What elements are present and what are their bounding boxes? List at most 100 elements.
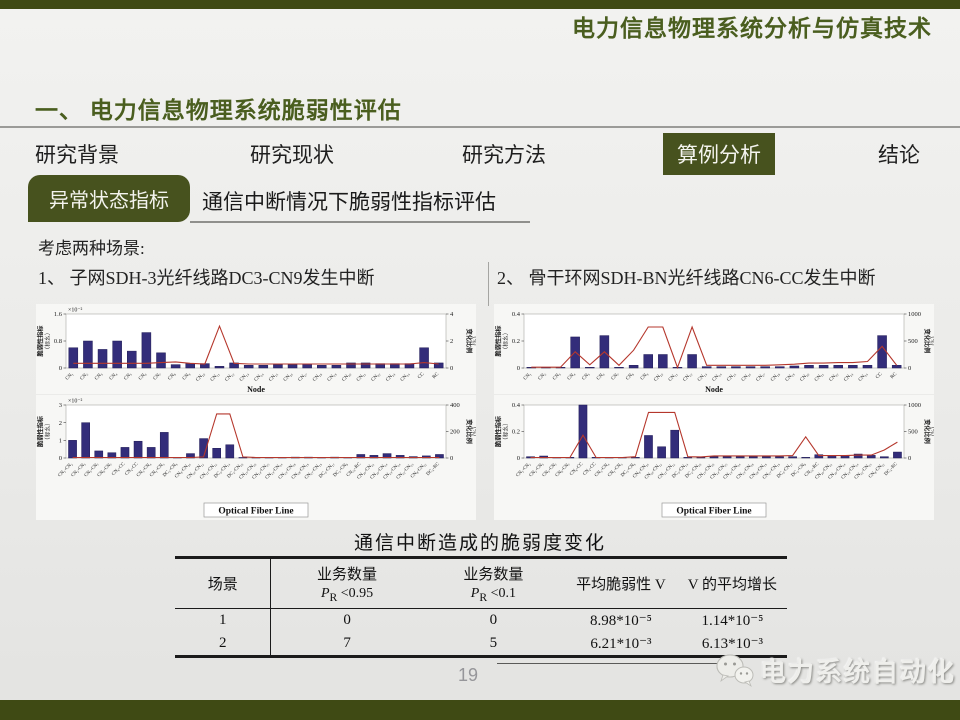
svg-text:2: 2	[59, 420, 62, 427]
chart-scenario1-node: 0 0.8 1.6 0 2 4 ×10⁻² CN₁ CN₂ CN₃ CN₄ CN₅ CN₆ CN₇ CN₈ C…	[36, 304, 476, 394]
svg-text:CN₂₀: CN₂₀	[341, 372, 352, 383]
svg-text:CN₁₆: CN₁₆	[283, 372, 294, 383]
svg-text:CC: CC	[417, 371, 426, 380]
svg-text:4: 4	[450, 311, 454, 318]
svg-text:CN₂₂: CN₂₂	[829, 372, 840, 383]
table-row: 1 0 0 8.98*10⁻⁵ 1.14*10⁻⁵	[175, 608, 787, 632]
svg-text:500: 500	[908, 338, 918, 345]
svg-text:0.4: 0.4	[512, 402, 521, 409]
tab-research-method[interactable]: 研究方法	[462, 143, 546, 167]
svg-text:（标幺）: （标幺）	[44, 420, 52, 443]
svg-text:CN₁₂: CN₁₂	[225, 372, 236, 383]
svg-text:×10⁻²: ×10⁻²	[68, 399, 83, 405]
svg-text:1000: 1000	[908, 402, 921, 409]
svg-text:0.4: 0.4	[512, 311, 521, 318]
svg-text:RC: RC	[890, 371, 899, 380]
svg-text:CN₁₅: CN₁₅	[268, 372, 279, 383]
footer-line	[497, 663, 717, 664]
svg-text:3: 3	[59, 402, 62, 409]
svg-text:（标幺）: （标幺）	[502, 420, 510, 443]
svg-text:CN₉: CN₉	[182, 372, 192, 382]
tab-research-status[interactable]: 研究现状	[250, 143, 334, 167]
svg-text:CN₁₄: CN₁₄	[712, 372, 723, 383]
svg-text:CN₂₂: CN₂₂	[371, 372, 382, 383]
svg-text:CN₁₀: CN₁₀	[195, 372, 206, 383]
svg-text:0: 0	[59, 365, 62, 372]
svg-text:CN₄: CN₄	[567, 372, 577, 382]
table-row: 2 7 5 6.21*10⁻³ 6.13*10⁻³	[175, 631, 787, 657]
svg-text:CN₂₃: CN₂₃	[385, 372, 396, 383]
svg-text:CN₁: CN₁	[523, 372, 533, 382]
wechat-logo-icon	[716, 654, 754, 688]
svg-text:CN₂₃: CN₂₃	[843, 372, 854, 383]
svg-text:CN₇: CN₇	[611, 372, 621, 382]
svg-text:0: 0	[450, 455, 453, 462]
deck-title: 电力信息物理系统分析与仿真技术	[572, 16, 932, 41]
svg-text:0.2: 0.2	[512, 338, 520, 345]
svg-text:CN₉: CN₉	[640, 372, 650, 382]
chart-scenario2-node: 0 0.2 0.4 0 500 1000 CN₁ CN₂ CN₃ CN₄ CN₅ CN₆ CN₇ CN₈ C…	[494, 304, 934, 394]
tab-conclusion[interactable]: 结论	[878, 143, 920, 167]
svg-text:0.8: 0.8	[54, 338, 62, 345]
chart-scenario2-fiber: 0 0.2 0.4 0 500 1000 CN₁-CN₂ CN₂-CN₅ CN₅-CN₇ CN₆-…	[494, 395, 934, 520]
svg-text:CN₁₃: CN₁₃	[697, 372, 708, 383]
svg-text:CN₁₃: CN₁₃	[239, 372, 250, 383]
tab-case-analysis[interactable]: 算例分析	[663, 133, 775, 175]
svg-text:CN₂₁: CN₂₁	[814, 372, 825, 383]
svg-text:0: 0	[908, 455, 911, 462]
chart-scenario1-fiber: 0 1 2 3 0 200 400 ×10⁻² CN₁-CN₂ CN₂-CN₅ CN₅-CN₇ CN₆…	[36, 395, 476, 520]
svg-text:CN₃: CN₃	[94, 372, 104, 382]
svg-text:CN₂: CN₂	[538, 372, 548, 382]
svg-text:200: 200	[450, 429, 460, 436]
svg-text:CN₆: CN₆	[138, 372, 148, 382]
col-header-avg-growth: V 的平均增长	[687, 576, 778, 593]
svg-text:变化比例: 变化比例	[923, 419, 931, 444]
svg-text:脆弱性指标: 脆弱性指标	[37, 325, 45, 358]
svg-text:CN₁₆: CN₁₆	[741, 372, 752, 383]
bottom-accent-bar	[0, 700, 960, 720]
svg-text:CN₈: CN₈	[167, 372, 177, 382]
svg-text:CN₈: CN₈	[625, 372, 635, 382]
svg-text:脆弱性指标: 脆弱性指标	[37, 415, 45, 448]
svg-text:400: 400	[450, 402, 460, 409]
svg-text:2: 2	[450, 338, 453, 345]
svg-text:CN₆: CN₆	[596, 372, 606, 382]
col-header-avg-vulnerability: 平均脆弱性 V	[576, 576, 666, 593]
table-title: 通信中断造成的脆弱度变化	[353, 533, 606, 554]
svg-text:CN₁₈: CN₁₈	[770, 372, 781, 383]
svg-text:CN₄: CN₄	[109, 372, 119, 382]
svg-text:CN₂₄: CN₂₄	[400, 372, 411, 383]
scenario-intro: 考虑两种场景:	[38, 239, 145, 258]
svg-text:（%）: （%）	[471, 333, 476, 349]
brand-name: 电力系统自动化	[760, 657, 957, 687]
svg-text:CN₁₄: CN₁₄	[254, 372, 265, 383]
svg-text:脆弱性指标: 脆弱性指标	[495, 415, 503, 448]
svg-text:CN₁₂: CN₁₂	[683, 372, 694, 383]
svg-text:CN₁₈: CN₁₈	[312, 372, 323, 383]
svg-text:（%）: （%）	[929, 333, 934, 349]
svg-text:Node: Node	[247, 385, 265, 394]
svg-text:0.2: 0.2	[512, 429, 520, 436]
summary-table: 场景 业务数量 PR <0.95 业务数量 PR <0.1 平均脆弱性 V V …	[175, 556, 787, 658]
svg-text:1: 1	[59, 438, 62, 445]
svg-text:（%）: （%）	[929, 423, 934, 439]
svg-text:CC: CC	[875, 371, 884, 380]
svg-text:（%）: （%）	[471, 423, 476, 439]
svg-text:CN₁₇: CN₁₇	[756, 372, 767, 383]
svg-text:Node: Node	[705, 385, 723, 394]
svg-text:变化比例: 变化比例	[465, 329, 473, 354]
column-divider	[488, 262, 489, 306]
top-accent-bar	[0, 0, 960, 9]
topic-subtitle: 通信中断情况下脆弱性指标评估	[202, 190, 496, 214]
svg-text:Optical Fiber Line: Optical Fiber Line	[218, 507, 293, 517]
svg-text:×10⁻²: ×10⁻²	[68, 308, 83, 314]
tab-research-background[interactable]: 研究背景	[35, 143, 119, 167]
topic-badge[interactable]: 异常状态指标	[28, 175, 190, 222]
svg-text:1.6: 1.6	[54, 311, 63, 318]
svg-text:CN₃: CN₃	[552, 372, 562, 382]
col-header-services-095: 业务数量 PR <0.95	[317, 567, 378, 604]
table-header-row: 场景 业务数量 PR <0.95 业务数量 PR <0.1 平均脆弱性 V V …	[175, 557, 787, 609]
svg-text:CN₂₄: CN₂₄	[858, 372, 869, 383]
heading-divider	[0, 126, 960, 128]
